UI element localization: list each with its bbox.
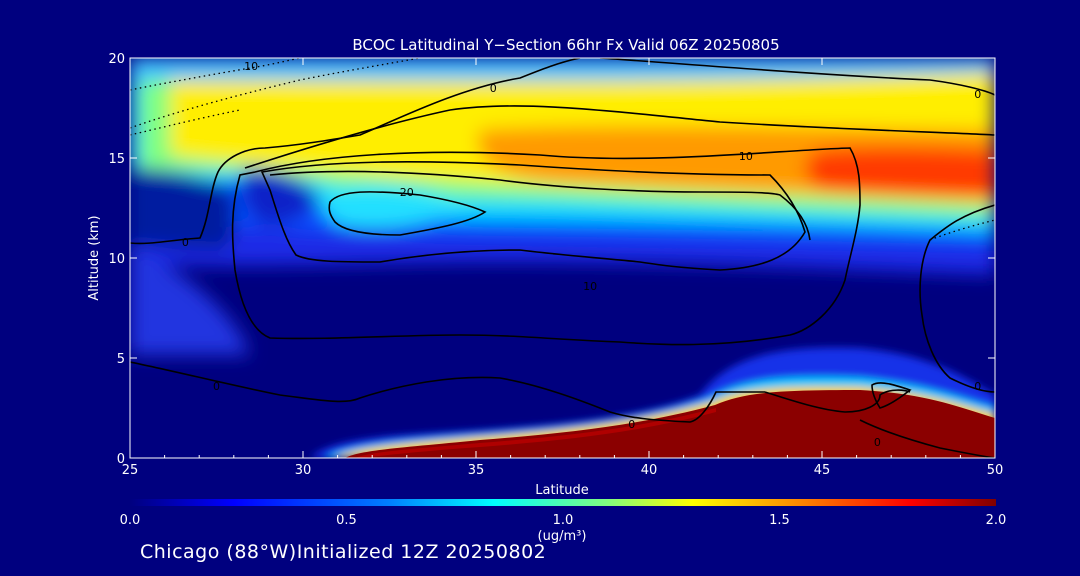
- upper-layer-top-fade: [130, 58, 995, 81]
- contour-label: 20: [400, 186, 414, 199]
- upper-layer-left-blue: [130, 245, 250, 355]
- contour-line: [328, 191, 487, 236]
- x-tick-label: 30: [295, 463, 312, 478]
- surface-red-inner: [355, 408, 716, 458]
- contour-line-dotted: [130, 109, 241, 136]
- upper-layer-left-dark: [130, 168, 236, 250]
- contour-label: 0: [974, 88, 981, 101]
- y-tick-labels: 0 5 10 15 20: [108, 52, 125, 467]
- colorbar-tick-label: 0.5: [336, 513, 357, 528]
- upper-layer-subregion-cyan: [320, 185, 470, 228]
- x-tick-label: 35: [468, 463, 485, 478]
- contour-line: [260, 161, 806, 271]
- contour-labels: 10 0 0 10 20 0 10 0 0 0 0: [182, 60, 981, 449]
- contour-label: 10: [244, 60, 258, 73]
- contour-line-dotted: [929, 219, 995, 241]
- contour-line: [244, 105, 995, 169]
- colorbar-labels: 0.0 0.5 1.0 1.5 2.0: [120, 513, 1007, 528]
- contour-label: 0: [874, 436, 881, 449]
- contour-label: 10: [583, 280, 597, 293]
- contour-label: 0: [213, 380, 220, 393]
- contour-line: [130, 58, 581, 245]
- x-tick-label: 40: [641, 463, 658, 478]
- contour-line: [231, 147, 861, 346]
- contour-label: 0: [974, 380, 981, 393]
- colorbar-tick-label: 2.0: [986, 513, 1007, 528]
- chart-title: BCOC Latitudinal Y−Section 66hr Fx Valid…: [352, 36, 779, 54]
- footer-text: Chicago (88°W)Initialized 12Z 20250802: [140, 541, 547, 563]
- axis-ticks: [129, 57, 996, 459]
- heatmap-field: 10 0 0 10 20 0 10 0 0 0 0: [130, 58, 995, 458]
- contour-line: [764, 389, 911, 413]
- colorbar: [130, 499, 996, 506]
- contour-lines-dotted: [130, 58, 995, 241]
- contour-label: 0: [490, 82, 497, 95]
- y-tick-label: 5: [117, 352, 125, 367]
- upper-layer-red: [805, 147, 995, 198]
- y-tick-label: 15: [108, 152, 125, 167]
- x-tick-label: 50: [987, 463, 1004, 478]
- contour-lines: [130, 58, 995, 458]
- contour-line: [871, 382, 912, 409]
- contour-line: [130, 361, 765, 423]
- contour-label: 0: [628, 418, 635, 431]
- upper-layer-dark-notch: [241, 168, 320, 225]
- contour-line: [269, 170, 811, 241]
- contour-line-dotted: [130, 58, 301, 91]
- x-tick-labels: 25 30 35 40 45 50: [122, 463, 1004, 478]
- contour-line: [599, 58, 995, 96]
- colorbar-tick-label: 0.0: [120, 513, 141, 528]
- y-tick-label: 0: [117, 452, 125, 467]
- x-tick-label: 25: [122, 463, 139, 478]
- x-tick-label: 45: [814, 463, 831, 478]
- contour-label: 10: [739, 150, 753, 163]
- x-axis-label: Latitude: [535, 483, 589, 498]
- contour-label: 0: [182, 236, 189, 249]
- colorbar-tick-label: 1.0: [553, 513, 574, 528]
- colorbar-tick-label: 1.5: [769, 513, 790, 528]
- contour-line: [919, 204, 995, 393]
- colorbar-unit: (ug/m³): [538, 529, 587, 544]
- contour-line: [859, 419, 995, 458]
- y-axis-label: Altitude (km): [87, 215, 102, 300]
- y-tick-label: 10: [108, 252, 125, 267]
- y-tick-label: 20: [108, 52, 125, 67]
